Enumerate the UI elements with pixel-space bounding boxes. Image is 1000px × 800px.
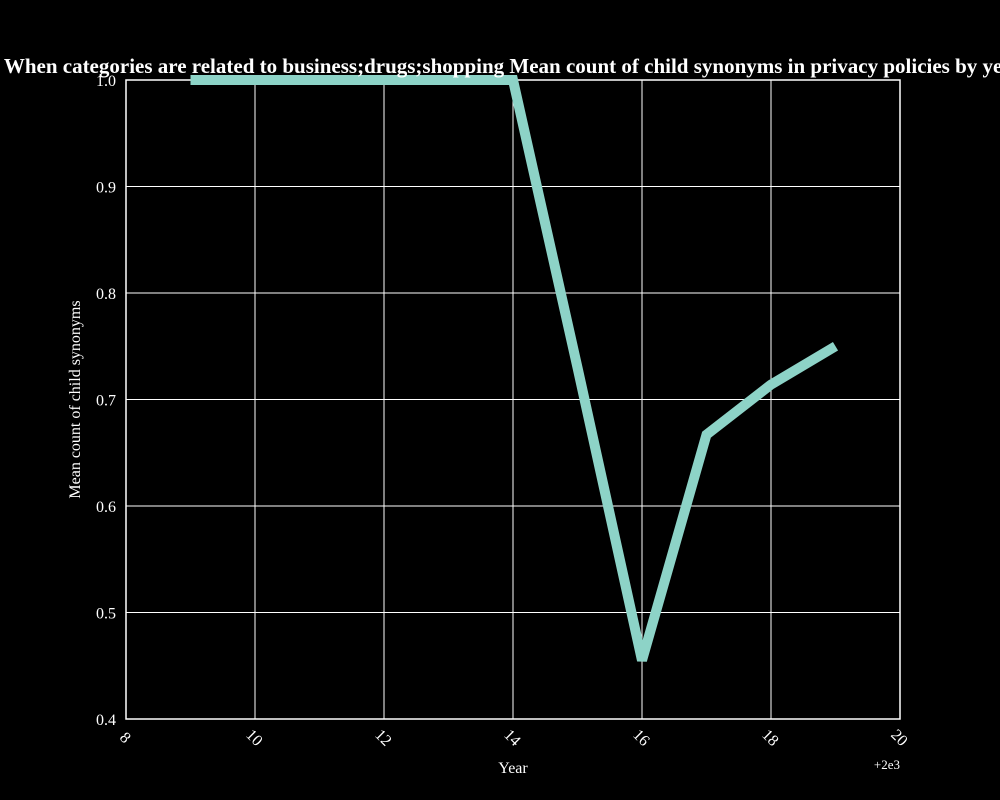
y-tick-label: 1.0 — [96, 73, 116, 90]
y-tick-label: 0.8 — [96, 286, 116, 303]
x-axis-offset-label: +2e3 — [874, 757, 900, 772]
chart-title: When categories are related to business;… — [4, 54, 1000, 78]
y-tick-label: 0.7 — [96, 393, 116, 410]
y-tick-label: 0.4 — [96, 712, 116, 729]
x-axis-label: Year — [498, 760, 528, 777]
y-tick-label: 0.9 — [96, 180, 116, 197]
y-tick-label: 0.6 — [96, 499, 116, 516]
y-axis-label: Mean count of child synonyms — [67, 300, 84, 498]
x-axis-ticks: 8 10 12 14 16 18 20 — [116, 726, 911, 749]
y-axis-ticks: 0.4 0.5 0.6 0.7 0.8 0.9 1.0 — [96, 73, 116, 729]
y-tick-label: 0.5 — [96, 606, 116, 623]
series-layer — [190, 75, 839, 662]
series-line — [190, 75, 839, 662]
